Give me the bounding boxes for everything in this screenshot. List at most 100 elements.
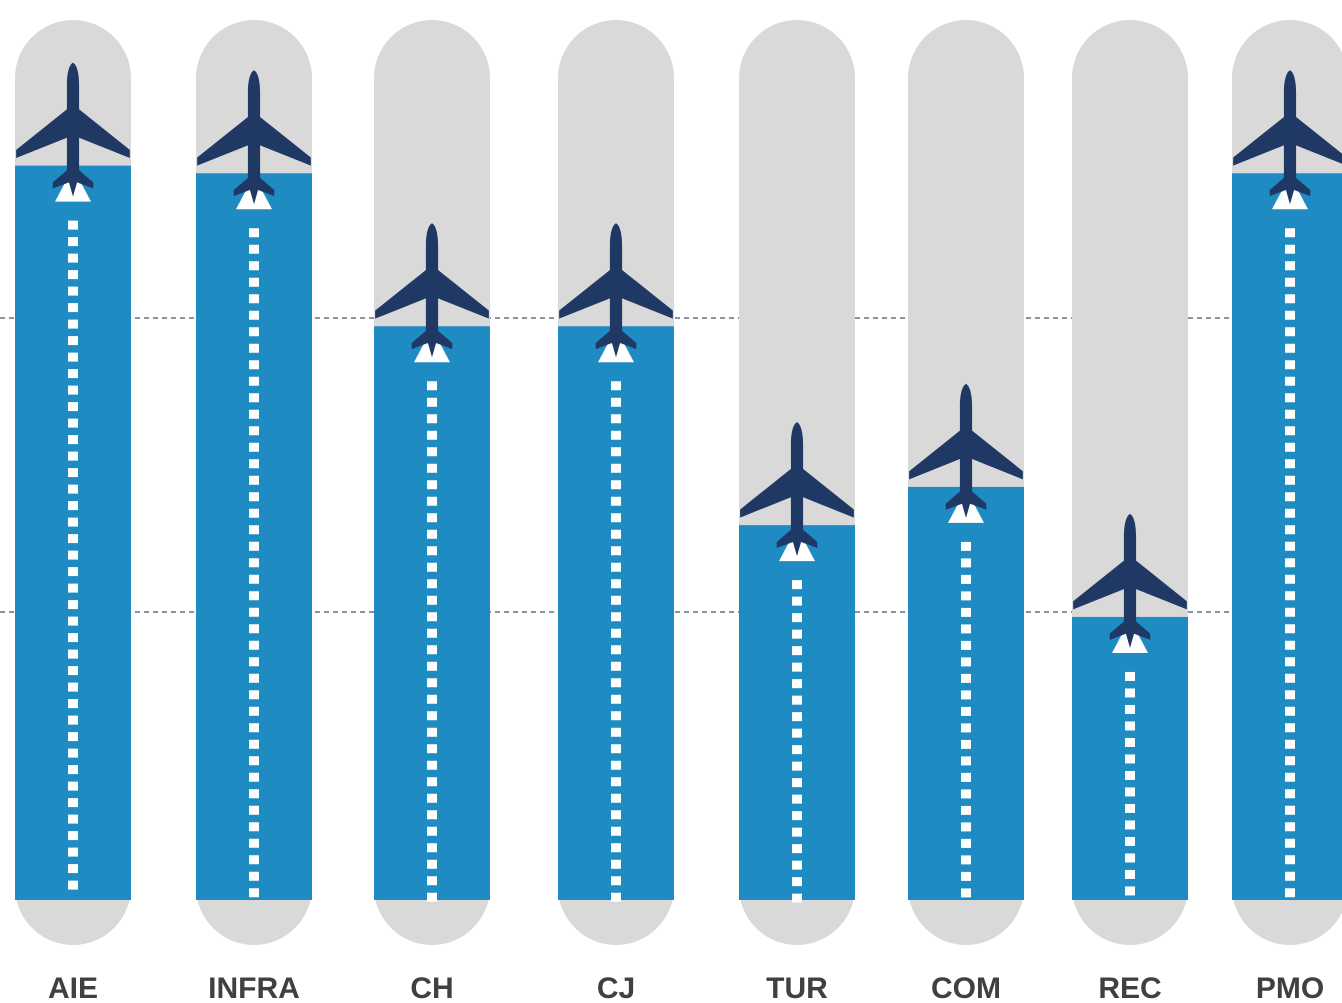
runway-dash — [792, 728, 802, 738]
runway-dash — [249, 261, 259, 271]
runway-dash — [1285, 228, 1295, 238]
runway-dash — [1125, 671, 1135, 681]
runway-dash — [249, 525, 259, 535]
runway-dash — [68, 418, 78, 428]
runway-dash — [249, 723, 259, 733]
runway-dash — [249, 574, 259, 584]
runway-dash — [961, 607, 971, 617]
runway-dash — [249, 591, 259, 601]
runway-dash — [1285, 673, 1295, 683]
runway-dash — [611, 892, 621, 902]
runway-dash — [792, 761, 802, 771]
runway-dash — [792, 695, 802, 705]
runway-dash — [1285, 277, 1295, 287]
runway-dash — [1125, 836, 1135, 846]
runway-dash — [68, 583, 78, 593]
runway-dash — [1125, 853, 1135, 863]
runway-dash — [792, 613, 802, 623]
runway-dash — [249, 310, 259, 320]
runway-dash — [1125, 704, 1135, 714]
runway-dash — [611, 760, 621, 770]
runway-dash — [427, 760, 437, 770]
runway-dash — [961, 574, 971, 584]
bar-columns: AIE INFRA CH CJ TUR COM REC PMO — [15, 20, 1342, 1003]
runway-dash — [611, 678, 621, 688]
runway-dash — [249, 871, 259, 881]
runway-dash — [611, 628, 621, 638]
runway-dash — [68, 814, 78, 824]
runway-dash — [249, 756, 259, 766]
runway-dash — [792, 811, 802, 821]
runway-dash — [68, 501, 78, 511]
runway-dash — [427, 727, 437, 737]
runway-dash — [611, 859, 621, 869]
runway-dash — [249, 888, 259, 898]
runway-dash — [961, 772, 971, 782]
runway-dash — [68, 699, 78, 709]
runway-dash — [961, 888, 971, 898]
runway-dash — [792, 679, 802, 689]
runway-dash — [427, 744, 437, 754]
runway-dash — [1125, 886, 1135, 896]
runway-dash — [1125, 770, 1135, 780]
runway-dash — [68, 666, 78, 676]
category-label-aie: AIE — [48, 972, 98, 1003]
runway-dash — [1285, 475, 1295, 485]
runway-dash — [427, 876, 437, 886]
runway-dash — [427, 711, 437, 721]
runway-dash — [249, 475, 259, 485]
category-label-tur: TUR — [766, 972, 828, 1003]
runway-dash — [427, 430, 437, 440]
runway-dash — [249, 327, 259, 337]
runway-dash — [1125, 787, 1135, 797]
runway-dash — [1285, 310, 1295, 320]
runway-dash — [1285, 492, 1295, 502]
runway-dash — [1285, 508, 1295, 518]
runway-dash — [1285, 294, 1295, 304]
runway-dash — [1285, 558, 1295, 568]
runway-dash — [611, 513, 621, 523]
runway-dash — [792, 778, 802, 788]
runway-dash — [68, 253, 78, 263]
column-rec: REC — [1072, 20, 1188, 1003]
runway-dash — [1285, 690, 1295, 700]
runway-dash — [249, 244, 259, 254]
runway-dash — [427, 381, 437, 391]
runway-dash — [1285, 574, 1295, 584]
category-label-ch: CH — [410, 972, 453, 1003]
runway-dash — [611, 876, 621, 886]
runway-dash — [1285, 327, 1295, 337]
runway-dash — [249, 558, 259, 568]
runway-dash — [249, 442, 259, 452]
runway-dash — [611, 645, 621, 655]
runway-dash — [611, 463, 621, 473]
runway-dash — [611, 777, 621, 787]
runway-dash — [68, 303, 78, 313]
category-label-infra: INFRA — [208, 972, 300, 1003]
runway-dash — [427, 793, 437, 803]
runway-dash — [427, 595, 437, 605]
runway-dash — [249, 426, 259, 436]
runway-dash — [611, 810, 621, 820]
runway-dash — [427, 661, 437, 671]
runway-dash — [249, 409, 259, 419]
runway-dash — [1285, 459, 1295, 469]
runway-dash — [611, 661, 621, 671]
runway-dash — [427, 529, 437, 539]
runway-dash — [427, 579, 437, 589]
runway-dash — [427, 447, 437, 457]
runway-dash — [611, 546, 621, 556]
runway-dash — [68, 484, 78, 494]
runway-dash — [249, 294, 259, 304]
runway-dash — [1285, 789, 1295, 799]
runway-dash — [68, 633, 78, 643]
runway-dash — [611, 381, 621, 391]
runway-dash — [611, 529, 621, 539]
runway-dash — [792, 662, 802, 672]
runway-dash — [249, 673, 259, 683]
runway-dash — [1285, 409, 1295, 419]
runway-dash — [1285, 376, 1295, 386]
runway-dash — [961, 838, 971, 848]
runway-dash — [427, 826, 437, 836]
runway-dash — [427, 562, 437, 572]
